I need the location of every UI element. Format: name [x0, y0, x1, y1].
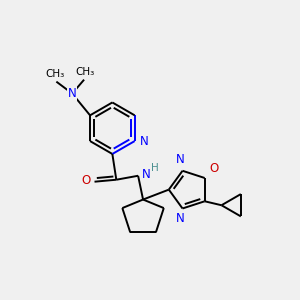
- Text: O: O: [210, 162, 219, 175]
- Text: H: H: [151, 163, 159, 173]
- Text: N: N: [140, 135, 148, 148]
- Text: CH₃: CH₃: [46, 69, 65, 79]
- Text: N: N: [142, 168, 151, 181]
- Text: N: N: [68, 87, 76, 100]
- Text: CH₃: CH₃: [76, 67, 95, 77]
- Text: O: O: [81, 174, 91, 187]
- Text: N: N: [176, 153, 185, 166]
- Text: N: N: [176, 212, 185, 225]
